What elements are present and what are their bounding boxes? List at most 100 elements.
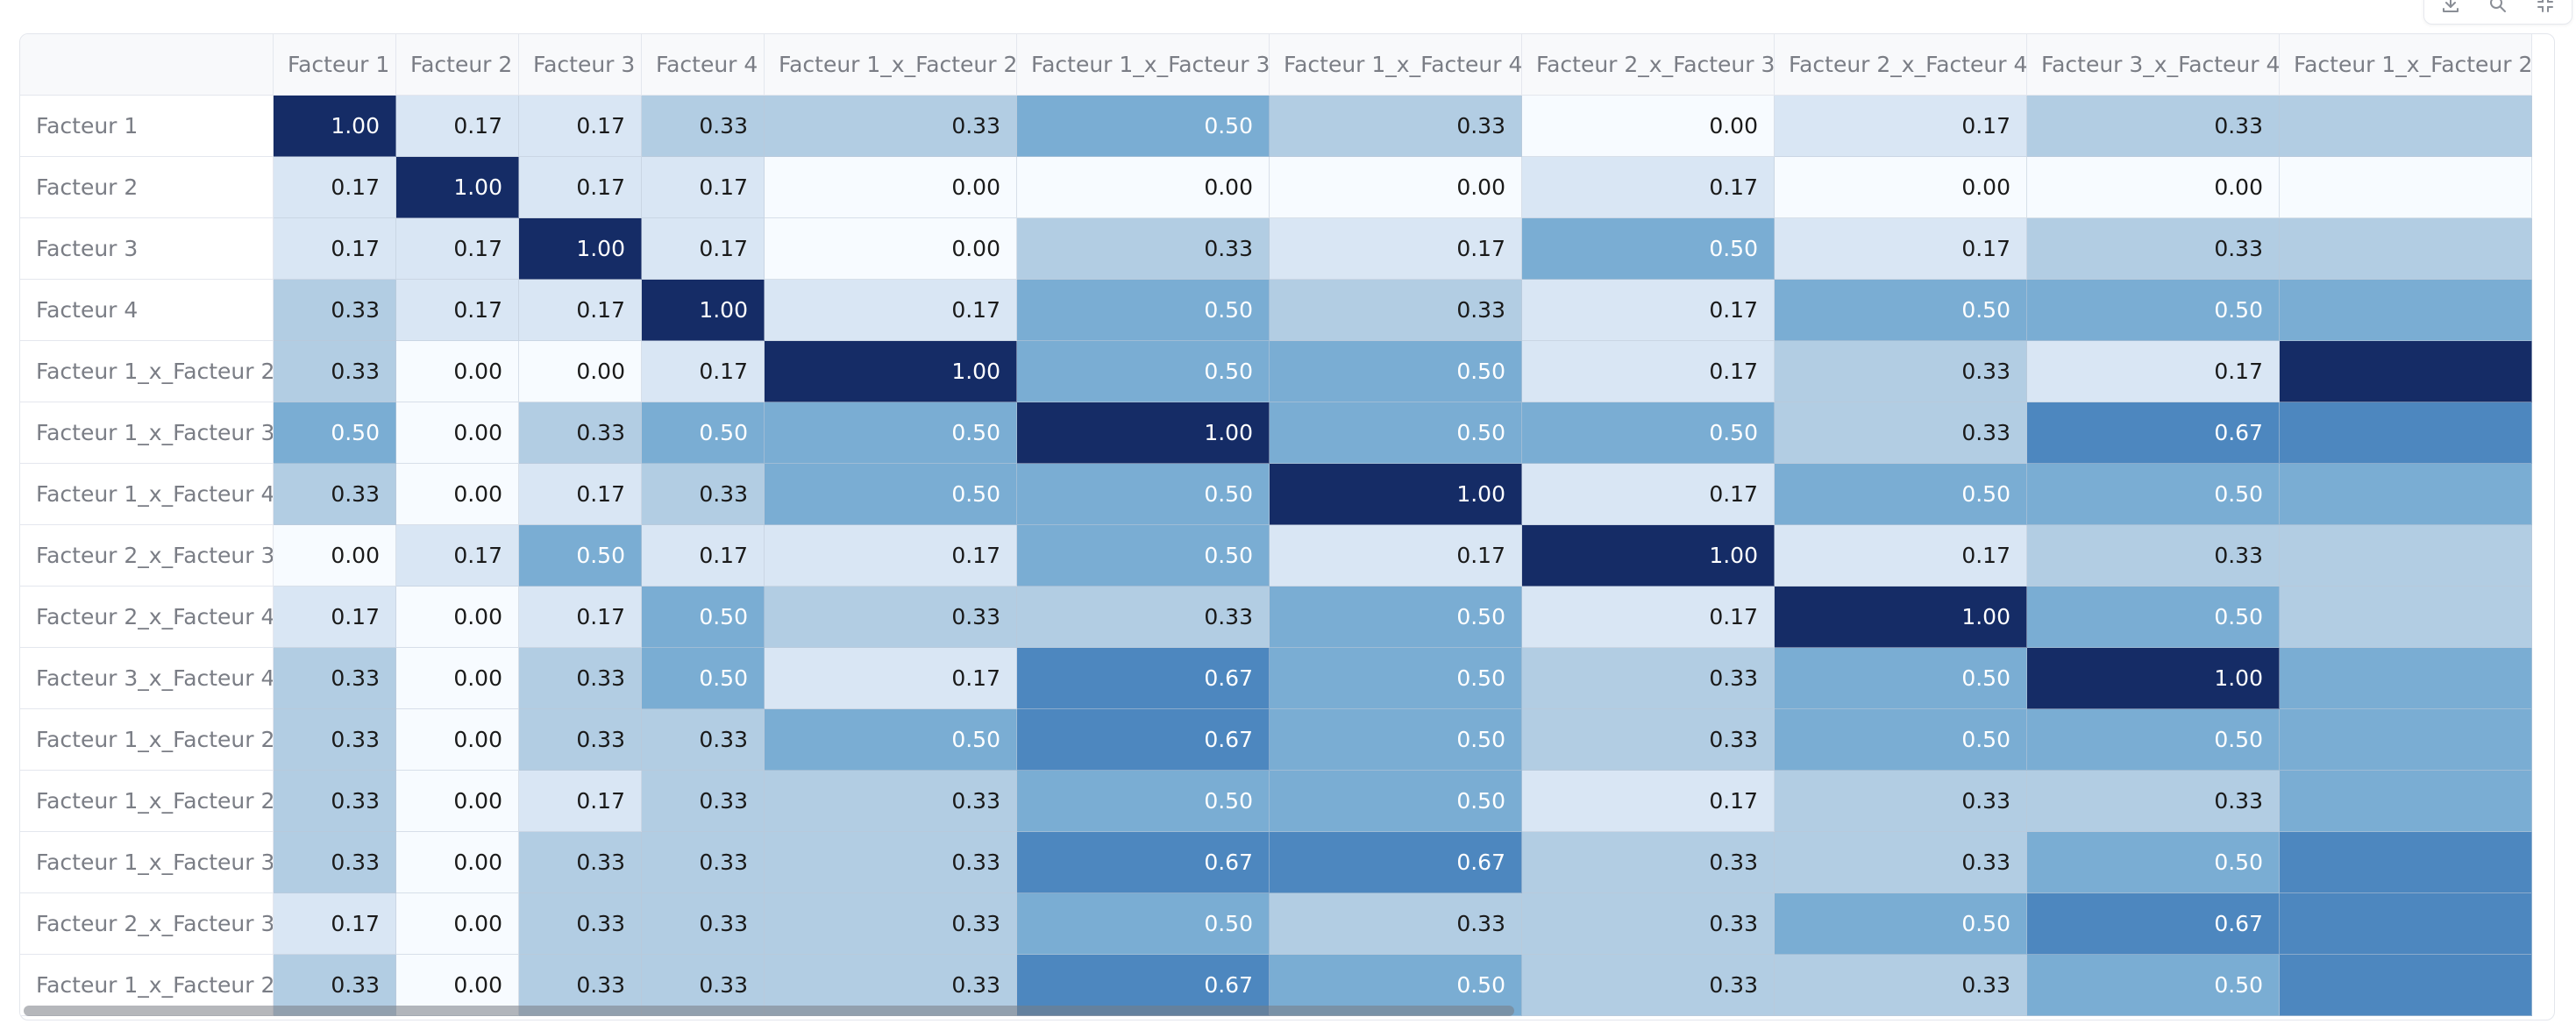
table-cell[interactable]: 0.00 (1270, 157, 1522, 218)
table-cell[interactable]: 0.17 (519, 157, 642, 218)
table-cell[interactable] (2280, 280, 2532, 341)
table-cell[interactable]: 0.00 (1017, 157, 1270, 218)
column-header[interactable]: Facteur 2 (396, 34, 519, 96)
table-cell[interactable]: 0.17 (1522, 771, 1775, 832)
table-cell[interactable]: 0.33 (1270, 280, 1522, 341)
download-button[interactable] (2433, 0, 2468, 22)
table-cell[interactable]: 1.00 (519, 218, 642, 280)
table-cell[interactable]: 0.00 (396, 832, 519, 893)
table-cell[interactable]: 0.17 (1270, 525, 1522, 587)
table-cell[interactable]: 0.33 (274, 771, 396, 832)
column-header[interactable]: Facteur 1 (274, 34, 396, 96)
table-cell[interactable]: 0.17 (396, 525, 519, 587)
column-header[interactable]: Facteur 2_x_Facteur 4 (1775, 34, 2027, 96)
table-cell[interactable]: 0.33 (1270, 96, 1522, 157)
table-cell[interactable]: 0.50 (2027, 587, 2280, 648)
table-cell[interactable]: 0.17 (1775, 96, 2027, 157)
table-cell[interactable]: 1.00 (2027, 648, 2280, 709)
table-cell[interactable]: 0.50 (1270, 587, 1522, 648)
table-cell[interactable]: 0.17 (274, 157, 396, 218)
table-cell[interactable] (2280, 402, 2532, 464)
table-cell[interactable]: 1.00 (396, 157, 519, 218)
table-cell[interactable]: 0.33 (1522, 832, 1775, 893)
table-cell[interactable] (2280, 341, 2532, 402)
column-header[interactable]: Facteur 3_x_Facteur 4 (2027, 34, 2280, 96)
table-cell[interactable]: 0.33 (1522, 955, 1775, 1016)
table-cell[interactable]: 0.00 (396, 402, 519, 464)
table-cell[interactable]: 0.00 (396, 341, 519, 402)
column-header[interactable]: Facteur 1_x_Facteur 4 (1270, 34, 1522, 96)
table-cell[interactable]: 0.33 (519, 709, 642, 771)
table-cell[interactable]: 0.00 (1775, 157, 2027, 218)
table-cell[interactable]: 0.50 (642, 648, 765, 709)
table-cell[interactable] (2280, 832, 2532, 893)
table-cell[interactable]: 0.17 (642, 218, 765, 280)
table-cell[interactable]: 0.50 (765, 709, 1017, 771)
column-header[interactable]: Facteur 1_x_Facteur 2 (765, 34, 1017, 96)
table-cell[interactable] (2280, 709, 2532, 771)
table-cell[interactable]: 0.17 (642, 525, 765, 587)
table-cell[interactable]: 0.33 (1017, 587, 1270, 648)
table-cell[interactable]: 0.33 (765, 96, 1017, 157)
table-cell[interactable]: 0.17 (1522, 464, 1775, 525)
table-cell[interactable]: 0.33 (519, 648, 642, 709)
table-cell[interactable]: 0.50 (1775, 648, 2027, 709)
table-cell[interactable]: 0.00 (396, 464, 519, 525)
table-cell[interactable]: 0.33 (765, 587, 1017, 648)
table-cell[interactable]: 0.33 (1775, 832, 2027, 893)
table-cell[interactable]: 1.00 (1270, 464, 1522, 525)
table-cell[interactable]: 0.50 (1270, 709, 1522, 771)
table-cell[interactable] (2280, 893, 2532, 955)
table-cell[interactable]: 0.50 (1017, 893, 1270, 955)
table-cell[interactable]: 0.50 (2027, 832, 2280, 893)
table-cell[interactable]: 0.17 (396, 218, 519, 280)
table-cell[interactable]: 0.00 (765, 218, 1017, 280)
table-cell[interactable]: 0.00 (396, 893, 519, 955)
table-cell[interactable]: 0.33 (642, 96, 765, 157)
table-cell[interactable]: 1.00 (1775, 587, 2027, 648)
table-cell[interactable]: 0.17 (1522, 341, 1775, 402)
column-header[interactable]: Facteur 1_x_Facteur 3 (1017, 34, 1270, 96)
table-cell[interactable] (2280, 648, 2532, 709)
fullscreen-button[interactable] (2528, 0, 2563, 22)
table-cell[interactable] (2280, 96, 2532, 157)
table-cell[interactable]: 0.50 (1017, 771, 1270, 832)
table-cell[interactable]: 0.50 (1017, 525, 1270, 587)
table-cell[interactable]: 0.33 (642, 832, 765, 893)
table-cell[interactable]: 0.50 (765, 402, 1017, 464)
table-cell[interactable]: 0.33 (2027, 218, 2280, 280)
table-cell[interactable]: 0.17 (274, 218, 396, 280)
table-cell[interactable]: 0.50 (1775, 709, 2027, 771)
table-cell[interactable] (2280, 157, 2532, 218)
table-cell[interactable]: 0.17 (642, 157, 765, 218)
table-cell[interactable]: 0.17 (274, 587, 396, 648)
table-cell[interactable]: 0.50 (1775, 464, 2027, 525)
column-header[interactable]: Facteur 2_x_Facteur 3 (1522, 34, 1775, 96)
table-cell[interactable]: 0.67 (2027, 402, 2280, 464)
table-cell[interactable]: 1.00 (642, 280, 765, 341)
search-button[interactable] (2480, 0, 2516, 22)
column-header[interactable]: Facteur 4 (642, 34, 765, 96)
table-cell[interactable]: 0.50 (1017, 96, 1270, 157)
table-cell[interactable]: 0.50 (1017, 341, 1270, 402)
table-cell[interactable]: 0.33 (274, 709, 396, 771)
table-cell[interactable]: 0.17 (396, 280, 519, 341)
table-cell[interactable]: 0.50 (1522, 218, 1775, 280)
table-cell[interactable]: 0.00 (765, 157, 1017, 218)
table-cell[interactable]: 0.17 (1522, 157, 1775, 218)
table-cell[interactable]: 1.00 (274, 96, 396, 157)
column-header[interactable]: Facteur 1_x_Facteur 2_x_ (2280, 34, 2532, 96)
column-header[interactable]: Facteur 3 (519, 34, 642, 96)
table-cell[interactable]: 0.00 (396, 587, 519, 648)
table-cell[interactable]: 0.33 (1775, 341, 2027, 402)
table-cell[interactable]: 0.33 (519, 402, 642, 464)
table-cell[interactable]: 0.33 (1522, 648, 1775, 709)
table-cell[interactable]: 0.50 (274, 402, 396, 464)
table-cell[interactable]: 0.50 (765, 464, 1017, 525)
table-cell[interactable]: 0.17 (519, 587, 642, 648)
table-cell[interactable]: 0.67 (1270, 832, 1522, 893)
table-cell[interactable]: 0.17 (1270, 218, 1522, 280)
table-cell[interactable]: 0.00 (2027, 157, 2280, 218)
table-cell[interactable]: 0.17 (642, 341, 765, 402)
table-cell[interactable]: 0.50 (2027, 709, 2280, 771)
